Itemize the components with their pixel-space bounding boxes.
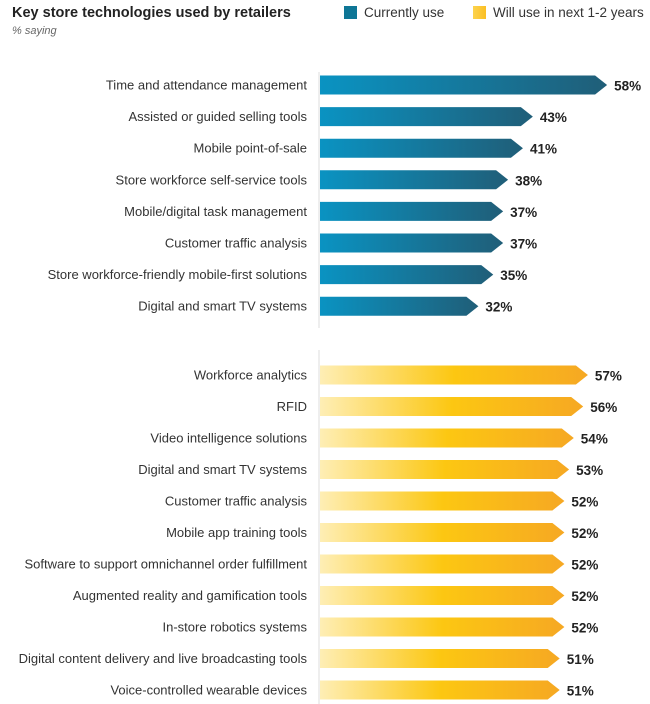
legend-item-future: Will use in next 1-2 years xyxy=(473,5,644,20)
bar-current-4 xyxy=(320,201,504,221)
legend-label-current: Currently use xyxy=(364,5,445,20)
category-label-future-3: Digital and smart TV systems xyxy=(138,462,307,477)
value-label-future-0: 57% xyxy=(595,369,622,384)
value-label-current-7: 32% xyxy=(485,300,512,315)
bar-current-6 xyxy=(320,265,494,285)
bar-future-5 xyxy=(320,523,565,542)
bar-future-3 xyxy=(320,460,570,479)
value-label-current-2: 41% xyxy=(530,142,557,157)
bar-future-1 xyxy=(320,397,584,416)
value-label-future-4: 52% xyxy=(571,495,598,510)
bar-future-8 xyxy=(320,617,565,637)
bar-current-5 xyxy=(320,233,504,253)
bar-current-1 xyxy=(320,107,533,127)
category-label-future-0: Workforce analytics xyxy=(194,368,308,383)
chart-subtitle: % saying xyxy=(12,25,57,37)
category-label-current-2: Mobile point-of-sale xyxy=(194,141,307,156)
category-label-future-5: Mobile app training tools xyxy=(166,525,307,540)
legend-item-current: Currently use xyxy=(344,5,444,20)
category-label-current-3: Store workforce self-service tools xyxy=(116,172,308,187)
bar-future-10 xyxy=(320,680,560,700)
category-label-future-6: Software to support omnichannel order fu… xyxy=(24,557,307,572)
bar-future-7 xyxy=(320,586,565,605)
bar-current-3 xyxy=(320,170,509,190)
value-label-current-6: 35% xyxy=(500,268,527,283)
category-label-future-10: Voice-controlled wearable devices xyxy=(110,683,307,698)
category-label-future-4: Customer traffic analysis xyxy=(165,494,308,509)
category-label-current-6: Store workforce-friendly mobile-first so… xyxy=(48,267,308,282)
bar-future-9 xyxy=(320,649,560,668)
value-label-current-4: 37% xyxy=(510,205,537,220)
category-label-future-1: RFID xyxy=(277,399,307,414)
category-label-current-5: Customer traffic analysis xyxy=(165,236,308,251)
bar-current-0 xyxy=(320,75,608,95)
bar-current-7 xyxy=(320,296,479,316)
value-label-future-1: 56% xyxy=(590,400,617,415)
bar-future-6 xyxy=(320,554,565,574)
value-label-future-10: 51% xyxy=(567,684,594,699)
bar-future-4 xyxy=(320,491,565,511)
category-label-future-7: Augmented reality and gamification tools xyxy=(73,588,308,603)
value-label-future-2: 54% xyxy=(581,432,608,447)
value-label-current-3: 38% xyxy=(515,173,542,188)
value-label-current-1: 43% xyxy=(540,110,567,125)
category-label-current-7: Digital and smart TV systems xyxy=(138,299,307,314)
value-label-current-0: 58% xyxy=(614,79,641,94)
value-label-future-7: 52% xyxy=(571,589,598,604)
category-label-current-0: Time and attendance management xyxy=(106,78,308,93)
legend-label-future: Will use in next 1-2 years xyxy=(493,5,644,20)
value-label-future-6: 52% xyxy=(571,558,598,573)
category-label-future-8: In-store robotics systems xyxy=(163,620,308,635)
legend-swatch-future xyxy=(473,6,486,19)
value-label-current-5: 37% xyxy=(510,237,537,252)
value-label-future-5: 52% xyxy=(571,526,598,541)
bar-current-2 xyxy=(320,138,523,158)
value-label-future-3: 53% xyxy=(576,463,603,478)
category-label-future-9: Digital content delivery and live broadc… xyxy=(19,651,308,666)
bar-future-2 xyxy=(320,428,574,448)
value-label-future-8: 52% xyxy=(571,621,598,636)
chart-title: Key store technologies used by retailers xyxy=(12,5,291,21)
value-label-future-9: 51% xyxy=(567,652,594,667)
category-label-current-1: Assisted or guided selling tools xyxy=(129,109,308,124)
category-label-future-2: Video intelligence solutions xyxy=(150,431,307,446)
bar-future-0 xyxy=(320,365,588,385)
category-label-current-4: Mobile/digital task management xyxy=(124,204,307,219)
legend-swatch-current xyxy=(344,6,357,19)
